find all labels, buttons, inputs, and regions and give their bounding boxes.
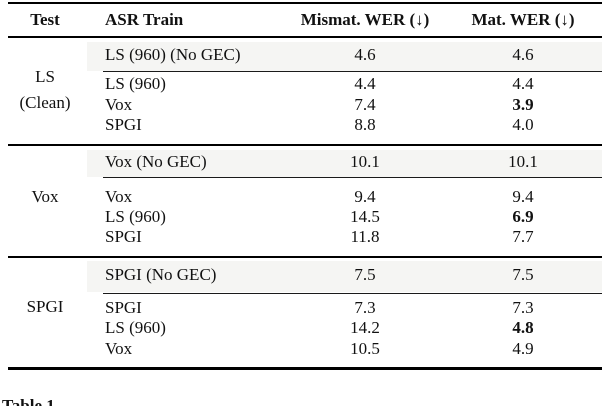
cell-asr-train: LS (960) bbox=[105, 318, 166, 337]
cmidrule bbox=[103, 70, 602, 72]
group-label-ls-clean: (Clean) bbox=[19, 93, 71, 112]
table-row: SPGI 7.3 7.3 bbox=[0, 297, 602, 319]
cell-mat-wer-best: 6.9 bbox=[512, 207, 534, 226]
cell-mat-wer: 7.5 bbox=[512, 264, 534, 284]
cell-mismat-wer: 14.2 bbox=[350, 318, 380, 337]
cell-mismat-wer: 7.5 bbox=[354, 264, 376, 284]
cell-mat-wer: 9.4 bbox=[512, 187, 534, 206]
table-row: LS (960) 14.2 4.8 bbox=[0, 317, 602, 339]
cell-asr-train: SPGI bbox=[105, 227, 142, 246]
group-label-spgi: SPGI bbox=[26, 297, 64, 316]
cell-mat-wer-best: 4.8 bbox=[512, 318, 534, 337]
cell-mat-wer: 4.0 bbox=[512, 115, 534, 134]
cell-mismat-wer: 4.6 bbox=[354, 45, 376, 64]
cell-asr-train: LS (960) bbox=[105, 74, 166, 93]
cell-asr-train: SPGI bbox=[105, 115, 142, 134]
cell-mismat-wer: 14.5 bbox=[350, 207, 380, 226]
cell-mat-wer: 10.1 bbox=[508, 151, 538, 171]
table-row: SPGI 11.8 7.7 bbox=[0, 226, 602, 248]
table-caption: Table 1 bbox=[2, 396, 55, 406]
col-header-test: Test bbox=[30, 10, 60, 29]
table-top-rule bbox=[8, 2, 602, 5]
cell-mat-wer: 4.6 bbox=[512, 45, 534, 64]
group-separator-rule bbox=[8, 143, 602, 146]
group-separator-rule bbox=[8, 255, 602, 258]
table-row: LS (960) 14.5 6.9 bbox=[0, 206, 602, 228]
cell-asr-train: LS (960) (No GEC) bbox=[105, 45, 241, 64]
cell-asr-train: Vox (No GEC) bbox=[105, 151, 207, 171]
no-gec-row-shading bbox=[87, 261, 602, 292]
table-row: SPGI 8.8 4.0 bbox=[0, 114, 602, 136]
cell-mismat-wer: 4.4 bbox=[354, 74, 376, 93]
cell-mat-wer: 7.7 bbox=[512, 227, 534, 246]
no-gec-row-shading bbox=[87, 42, 602, 71]
cell-asr-train: SPGI bbox=[105, 298, 142, 317]
cell-mat-wer: 4.9 bbox=[512, 339, 534, 358]
cell-asr-train: SPGI (No GEC) bbox=[105, 264, 217, 284]
cell-asr-train: Vox bbox=[105, 95, 133, 114]
cell-mismat-wer: 10.5 bbox=[350, 339, 380, 358]
table-row: Vox (No GEC) 10.1 10.1 bbox=[0, 151, 602, 173]
cell-mismat-wer: 9.4 bbox=[354, 187, 376, 206]
cell-mismat-wer: 7.3 bbox=[354, 298, 376, 317]
group-label-ls: LS bbox=[35, 67, 55, 86]
no-gec-row-shading bbox=[87, 150, 602, 177]
table-row: LS (960) 4.4 4.4 bbox=[0, 73, 602, 95]
group-label-vox: Vox bbox=[31, 187, 59, 206]
table-header-rule bbox=[8, 36, 602, 39]
cell-mismat-wer: 7.4 bbox=[354, 95, 376, 114]
table-row: Vox 7.4 3.9 bbox=[0, 94, 602, 116]
cell-mismat-wer: 11.8 bbox=[350, 227, 380, 246]
cmidrule bbox=[103, 177, 602, 179]
cell-mat-wer: 7.3 bbox=[512, 298, 534, 317]
table-row: Vox 10.5 4.9 bbox=[0, 338, 602, 360]
cell-mat-wer: 4.4 bbox=[512, 74, 534, 93]
cmidrule bbox=[103, 292, 602, 294]
col-header-mismat-wer: Mismat. WER (↓) bbox=[300, 10, 430, 29]
table-header-row: Test ASR Train Mismat. WER (↓) Mat. WER … bbox=[0, 9, 602, 31]
table-row: SPGI (No GEC) 7.5 7.5 bbox=[0, 264, 602, 286]
cell-asr-train: LS (960) bbox=[105, 207, 166, 226]
col-header-asr-train: ASR Train bbox=[105, 10, 184, 29]
table-row: LS (960) (No GEC) 4.6 4.6 bbox=[0, 44, 602, 66]
col-header-mat-wer: Mat. WER (↓) bbox=[471, 10, 575, 29]
cell-asr-train: Vox bbox=[105, 187, 133, 206]
cell-mismat-wer: 10.1 bbox=[350, 151, 380, 171]
cell-mismat-wer: 8.8 bbox=[354, 115, 376, 134]
cell-mat-wer-best: 3.9 bbox=[512, 95, 534, 114]
cell-asr-train: Vox bbox=[105, 339, 133, 358]
table-bottom-rule bbox=[8, 367, 602, 370]
table-row: Vox 9.4 9.4 bbox=[0, 186, 602, 208]
